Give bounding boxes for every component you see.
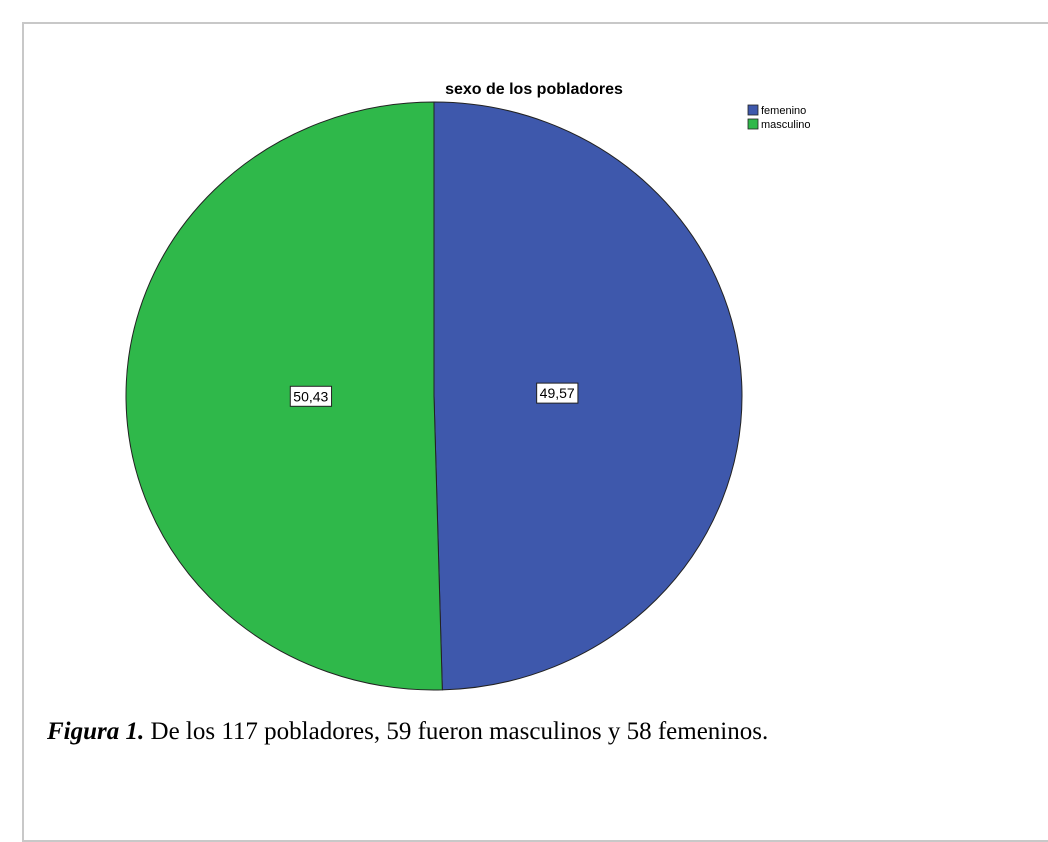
- chart: sexo de los pobladores 49,57 50,43 femenin…: [125, 81, 811, 691]
- caption: Figura 1. De los 117 pobladores, 59 fuer…: [47, 718, 768, 746]
- data-label: 50,43: [293, 388, 328, 404]
- pie-slice: [125, 101, 443, 691]
- data-label-box: [536, 382, 579, 404]
- chart-title: sexo de los pobladores: [445, 81, 623, 98]
- caption-text: De los 117 pobladores, 59 fueron masculi…: [150, 718, 769, 745]
- data-label-box: [289, 385, 333, 407]
- legend-swatch: [747, 104, 759, 116]
- caption-label: Figura 1.: [47, 718, 145, 745]
- legend-swatch: [747, 118, 759, 130]
- pie-slice: [433, 101, 743, 691]
- data-label: 49,57: [540, 385, 575, 401]
- legend-label: masculino: [761, 119, 811, 131]
- legend-label: femenino: [761, 105, 806, 117]
